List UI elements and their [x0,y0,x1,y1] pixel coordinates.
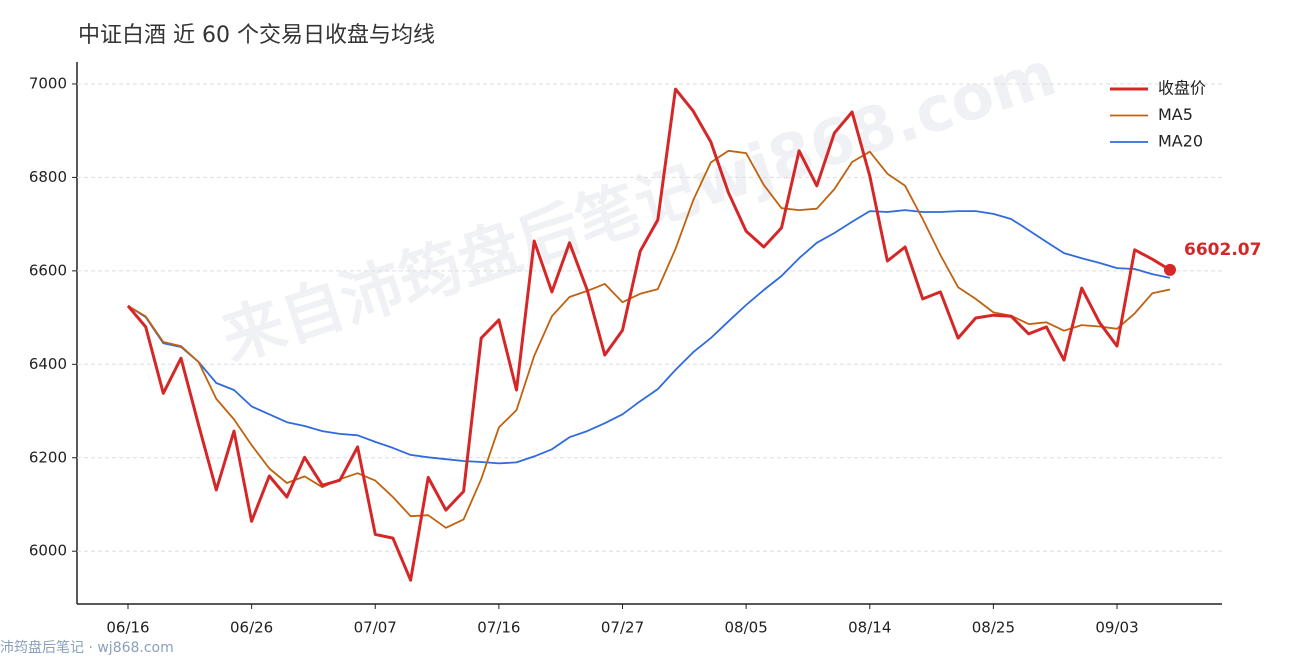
end-point [1164,263,1176,276]
y-tick-label: 6200 [29,448,67,466]
x-tick-label: 07/07 [354,619,397,637]
x-tick-label: 06/16 [106,619,149,637]
y-tick-label: 6600 [29,261,67,279]
chart-title: 中证白酒 近 60 个交易日收盘与均线 [78,23,435,48]
y-tick-label: 6800 [29,168,67,186]
series-line [127,149,1171,529]
legend-label: MA5 [1158,105,1193,124]
x-tick-label: 09/03 [1095,619,1138,637]
y-tick-label: 6000 [29,542,67,560]
legend-label: MA20 [1158,132,1203,151]
watermark: 来自沛筠盘后笔记wj868.com [213,36,1064,375]
x-tick-label: 08/25 [972,619,1015,637]
x-tick-label: 06/26 [230,619,273,637]
y-tick-label: 6400 [29,355,67,373]
x-tick-label: 07/16 [477,619,520,637]
value-label: 6602.07 [1184,240,1261,260]
x-tick-label: 08/05 [725,619,768,637]
y-tick-label: 7000 [29,74,67,92]
x-tick-label: 08/14 [848,619,891,637]
series-line [126,87,1171,582]
x-tick-label: 07/27 [601,619,644,637]
footer: 沛筠盘后笔记 · wj868.com [0,639,174,656]
series-line [127,209,1171,465]
legend-label: 收盘价 [1158,79,1206,98]
